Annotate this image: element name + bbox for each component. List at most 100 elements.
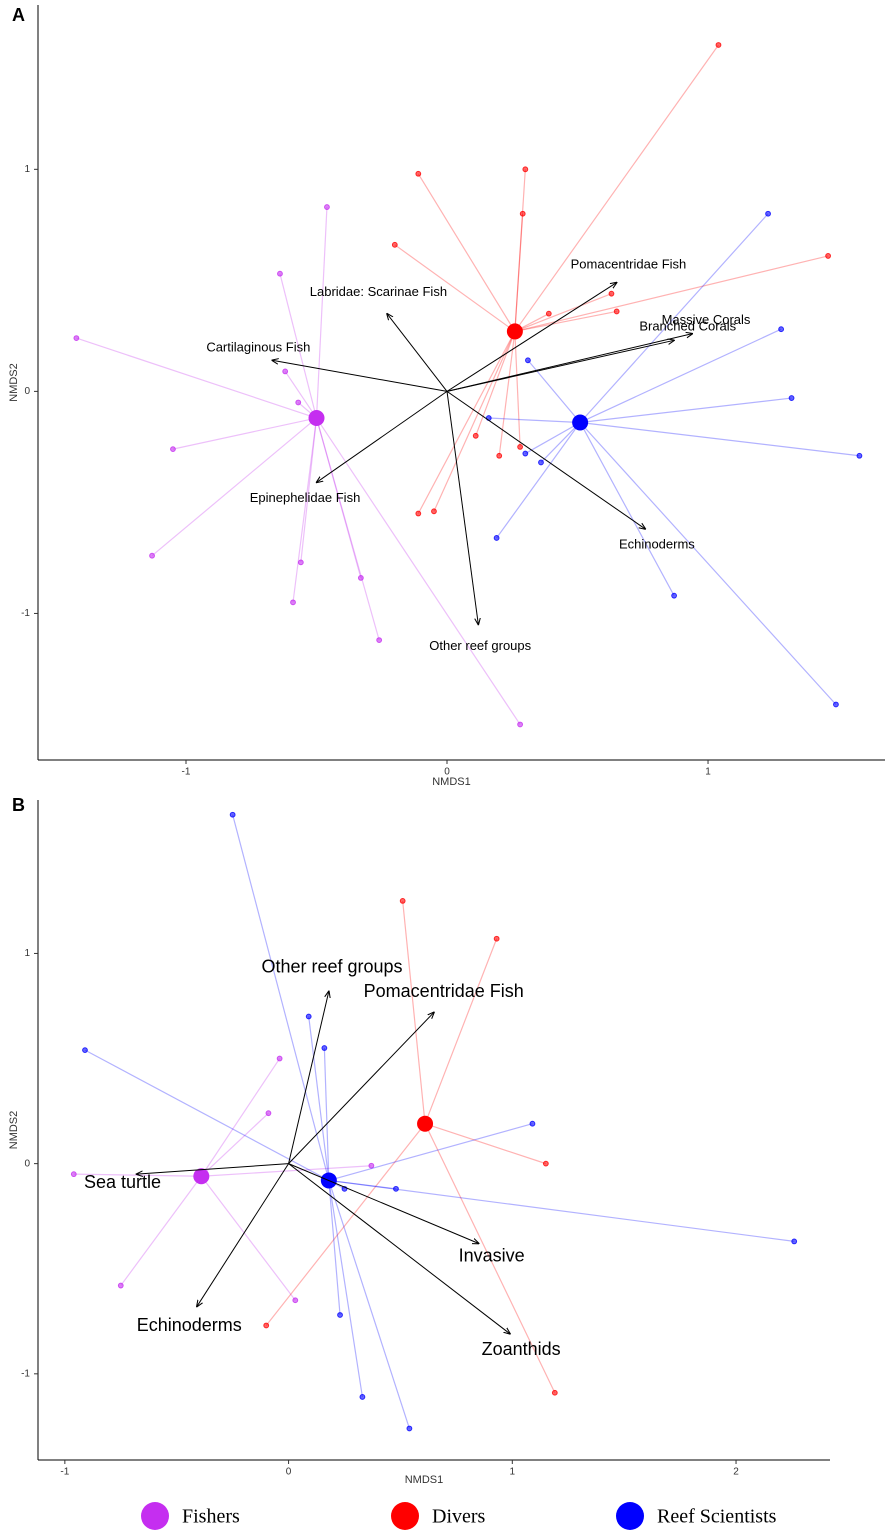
spider-line xyxy=(329,1180,340,1315)
vector-arrow xyxy=(447,283,617,392)
y-tick-label: -1 xyxy=(21,608,30,619)
site-point xyxy=(834,702,839,707)
figure: A-101-101NMDS1NMDS2Cartilaginous FishLab… xyxy=(0,0,885,1533)
site-point xyxy=(543,1161,548,1166)
site-point xyxy=(338,1313,343,1318)
vector-label: Pomacentridae Fish xyxy=(364,981,524,1001)
site-point xyxy=(360,1395,365,1400)
x-tick-label: -1 xyxy=(182,767,191,778)
vector-label: Branched Corals xyxy=(639,319,736,334)
site-point xyxy=(766,211,771,216)
site-point xyxy=(278,271,283,276)
spider-line xyxy=(580,422,836,704)
site-point xyxy=(291,600,296,605)
vector-arrow xyxy=(447,391,478,624)
centroid xyxy=(417,1116,433,1132)
site-point xyxy=(523,167,528,172)
spider-line xyxy=(85,1050,329,1180)
site-point xyxy=(716,43,721,48)
site-point xyxy=(473,433,478,438)
spider-line xyxy=(515,331,520,446)
spider-line xyxy=(329,1180,363,1396)
spider-line xyxy=(285,371,316,418)
spider-line xyxy=(580,422,859,455)
vector-arrow xyxy=(447,340,674,391)
site-point xyxy=(296,400,301,405)
panel-label: B xyxy=(12,795,25,815)
spider-line xyxy=(434,331,515,511)
spider-line xyxy=(173,418,317,449)
spider-line xyxy=(528,360,580,422)
y-tick-label: 0 xyxy=(24,386,30,397)
y-tick-label: 0 xyxy=(24,1158,30,1169)
y-tick-label: 1 xyxy=(24,164,30,175)
site-point xyxy=(530,1121,535,1126)
site-point xyxy=(277,1056,282,1061)
vector-label: Echinoderms xyxy=(619,536,695,551)
site-point xyxy=(857,453,862,458)
legend-label: Divers xyxy=(432,1506,486,1528)
site-point xyxy=(432,509,437,514)
vector-arrow xyxy=(317,391,448,482)
centroid xyxy=(309,410,325,426)
spider-line xyxy=(201,1059,279,1177)
site-point xyxy=(118,1283,123,1288)
site-point xyxy=(526,358,531,363)
site-point xyxy=(494,936,499,941)
site-point xyxy=(392,242,397,247)
site-point xyxy=(230,812,235,817)
vector-arrow xyxy=(447,391,645,529)
site-point xyxy=(298,560,303,565)
site-point xyxy=(552,1390,557,1395)
panel-label: A xyxy=(12,5,25,25)
site-point xyxy=(377,638,382,643)
spider-line xyxy=(317,418,521,724)
vector-label: Invasive xyxy=(459,1246,525,1266)
spider-line xyxy=(525,422,580,453)
site-point xyxy=(539,460,544,465)
site-point xyxy=(520,211,525,216)
x-tick-label: 1 xyxy=(510,1467,516,1478)
spider-line xyxy=(201,1176,295,1300)
spider-line xyxy=(489,418,580,422)
vector-label: Sea turtle xyxy=(84,1172,161,1192)
spider-line xyxy=(425,939,497,1124)
site-point xyxy=(150,553,155,558)
site-point xyxy=(518,444,523,449)
site-point xyxy=(322,1046,327,1051)
site-point xyxy=(266,1111,271,1116)
vector-label: Other reef groups xyxy=(429,638,531,653)
site-point xyxy=(358,576,363,581)
legend-swatch xyxy=(616,1502,644,1530)
spider-line xyxy=(425,1124,546,1164)
spider-line xyxy=(233,815,329,1181)
site-point xyxy=(71,1172,76,1177)
site-point xyxy=(672,593,677,598)
vector-label: Other reef groups xyxy=(261,956,402,976)
vector-label: Labridae: Scarinae Fish xyxy=(310,284,447,299)
spider-line xyxy=(329,1124,533,1181)
spider-line xyxy=(293,418,316,602)
site-point xyxy=(497,453,502,458)
vector-label: Epinephelidae Fish xyxy=(250,490,361,505)
site-point xyxy=(416,171,421,176)
site-point xyxy=(792,1239,797,1244)
site-point xyxy=(171,447,176,452)
legend-label: Reef Scientists xyxy=(657,1506,777,1528)
site-point xyxy=(407,1426,412,1431)
site-point xyxy=(306,1014,311,1019)
spider-line xyxy=(266,1124,425,1326)
site-point xyxy=(293,1298,298,1303)
vector-label: Cartilaginous Fish xyxy=(206,339,310,354)
spider-line xyxy=(121,1176,202,1285)
site-point xyxy=(264,1323,269,1328)
site-point xyxy=(609,291,614,296)
spider-line xyxy=(515,45,719,331)
y-tick-label: 1 xyxy=(24,948,30,959)
spider-line xyxy=(497,422,581,537)
spider-line xyxy=(580,329,781,422)
legend-swatch xyxy=(391,1502,419,1530)
site-point xyxy=(614,309,619,314)
x-tick-label: 1 xyxy=(705,767,711,778)
vector-label: Zoanthids xyxy=(482,1339,561,1359)
